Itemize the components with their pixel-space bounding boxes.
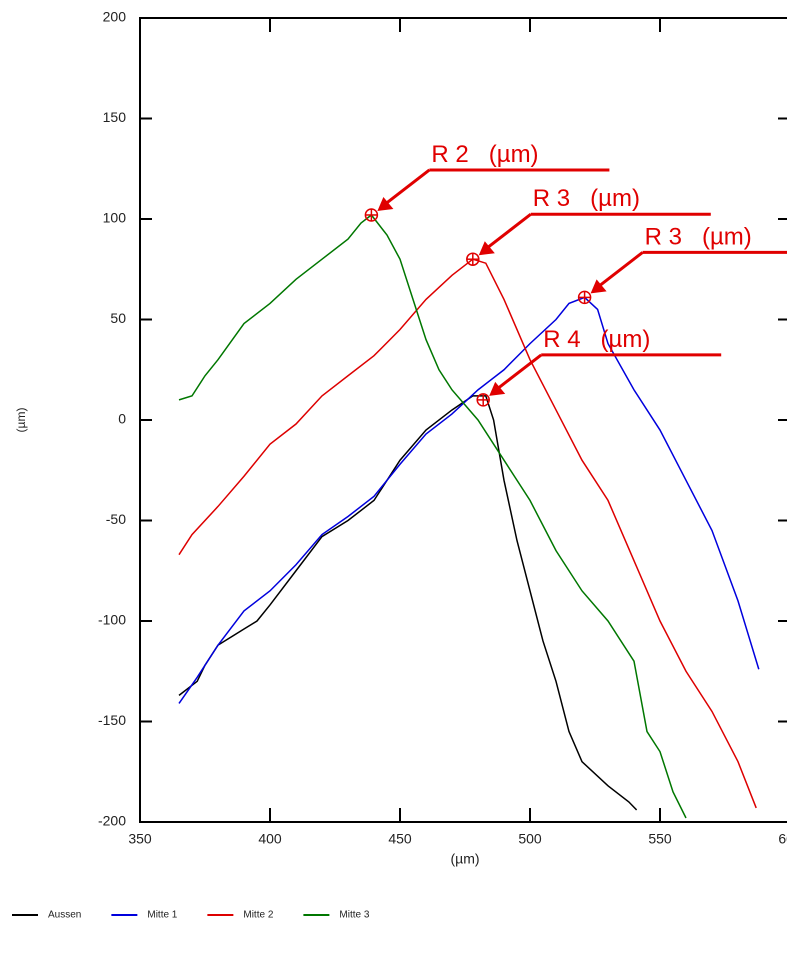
x-tick-label: 400: [258, 831, 282, 847]
plot-frame: [139, 17, 787, 823]
x-axis-label: (µm): [450, 851, 479, 867]
y-tick-label: -100: [98, 612, 126, 628]
annotation-arrow: [590, 279, 607, 294]
y-tick-label: -150: [98, 712, 126, 728]
annotation-line: [597, 251, 644, 288]
annotation-arrow: [489, 381, 506, 396]
y-tick-label: -50: [106, 511, 126, 527]
annotation-text: R 3 (µm): [533, 185, 640, 212]
annotation-text: R 2 (µm): [431, 141, 538, 168]
y-tick-label: 0: [118, 411, 126, 427]
legend-label: Aussen: [48, 910, 81, 921]
y-tick-label: -200: [98, 813, 126, 829]
series-line: [178, 213, 687, 819]
series-line: [178, 395, 638, 811]
x-tick-label: 550: [648, 831, 672, 847]
x-tick-label: 600: [778, 831, 787, 847]
y-tick-label: 100: [103, 210, 127, 226]
x-tick-label: 450: [388, 831, 412, 847]
x-tick-label: 350: [128, 831, 152, 847]
annotation-arrow: [478, 241, 495, 256]
annotation-arrow: [377, 196, 394, 211]
annotation-line: [384, 168, 431, 206]
y-axis-label: (µm): [14, 408, 28, 433]
legend-label: Mitte 3: [339, 910, 369, 921]
y-tick-label: 200: [103, 9, 127, 25]
legend-label: Mitte 2: [243, 910, 273, 921]
annotation-text: R 4 (µm): [543, 326, 650, 353]
y-tick-label: 50: [110, 310, 126, 326]
x-tick-label: 500: [518, 831, 542, 847]
series-line: [178, 296, 760, 704]
annotation-text: R 3 (µm): [645, 223, 752, 250]
legend-label: Mitte 1: [147, 910, 177, 921]
y-tick-label: 150: [103, 109, 127, 125]
annotation-line: [496, 353, 543, 391]
annotation-line: [485, 213, 532, 250]
series-line: [178, 258, 757, 809]
